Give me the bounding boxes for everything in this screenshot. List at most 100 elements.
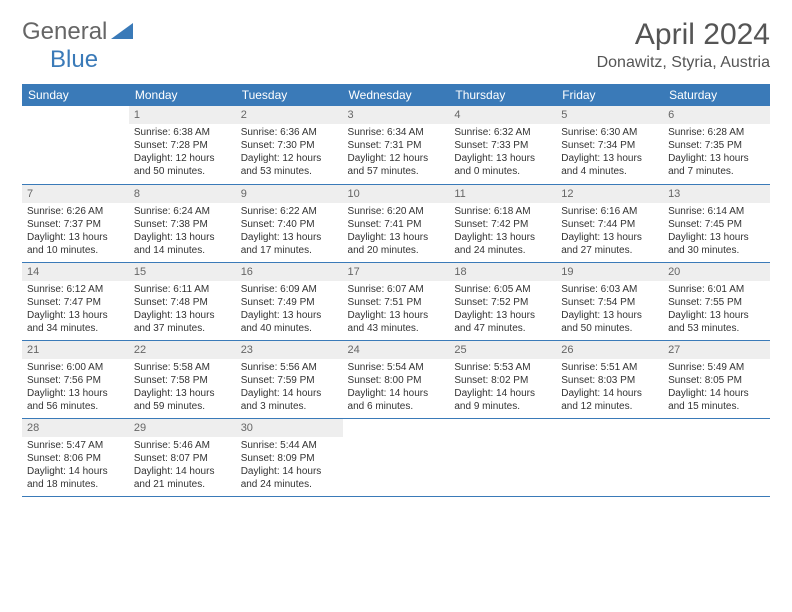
daylight-text: Daylight: 13 hours and 34 minutes. [27, 309, 124, 335]
col-friday: Friday [556, 84, 663, 106]
sunset-text: Sunset: 7:54 PM [561, 296, 658, 309]
calendar-day-cell: . [663, 418, 770, 496]
day-details: Sunrise: 6:22 AMSunset: 7:40 PMDaylight:… [236, 203, 343, 261]
day-details [343, 437, 450, 443]
day-details: Sunrise: 6:38 AMSunset: 7:28 PMDaylight:… [129, 124, 236, 182]
daylight-text: Daylight: 13 hours and 14 minutes. [134, 231, 231, 257]
daylight-text: Daylight: 12 hours and 50 minutes. [134, 152, 231, 178]
sunset-text: Sunset: 8:03 PM [561, 374, 658, 387]
daylight-text: Daylight: 13 hours and 40 minutes. [241, 309, 338, 335]
calendar-day-cell: 16 Sunrise: 6:09 AMSunset: 7:49 PMDayligh… [236, 262, 343, 340]
day-details: Sunrise: 6:05 AMSunset: 7:52 PMDaylight:… [449, 281, 556, 339]
sunset-text: Sunset: 7:48 PM [134, 296, 231, 309]
sunset-text: Sunset: 7:45 PM [668, 218, 765, 231]
calendar-body: . 1Sunrise: 6:38 AMSunset: 7:28 PMDayligh… [22, 106, 770, 496]
calendar-day-cell: 2Sunrise: 6:36 AMSunset: 7:30 PMDaylight… [236, 106, 343, 184]
sunset-text: Sunset: 8:00 PM [348, 374, 445, 387]
day-details: Sunrise: 5:58 AMSunset: 7:58 PMDaylight:… [129, 359, 236, 417]
day-number: 30 [236, 419, 343, 437]
day-number: 20 [663, 263, 770, 281]
sunset-text: Sunset: 7:31 PM [348, 139, 445, 152]
calendar-day-cell: 11Sunrise: 6:18 AMSunset: 7:42 PMDayligh… [449, 184, 556, 262]
sunset-text: Sunset: 7:47 PM [27, 296, 124, 309]
col-monday: Monday [129, 84, 236, 106]
day-number: 29 [129, 419, 236, 437]
day-number: 27 [663, 341, 770, 359]
daylight-text: Daylight: 13 hours and 7 minutes. [668, 152, 765, 178]
day-header-row: Sunday Monday Tuesday Wednesday Thursday… [22, 84, 770, 106]
day-details: Sunrise: 6:07 AMSunset: 7:51 PMDaylight:… [343, 281, 450, 339]
day-details: Sunrise: 5:46 AMSunset: 8:07 PMDaylight:… [129, 437, 236, 495]
calendar-day-cell: 29Sunrise: 5:46 AMSunset: 8:07 PMDayligh… [129, 418, 236, 496]
calendar-week-row: 28Sunrise: 5:47 AMSunset: 8:06 PMDayligh… [22, 418, 770, 496]
sunrise-text: Sunrise: 5:56 AM [241, 361, 338, 374]
day-number: 12 [556, 185, 663, 203]
sunrise-text: Sunrise: 5:49 AM [668, 361, 765, 374]
day-details: Sunrise: 6:36 AMSunset: 7:30 PMDaylight:… [236, 124, 343, 182]
calendar-day-cell: . [449, 418, 556, 496]
daylight-text: Daylight: 13 hours and 37 minutes. [134, 309, 231, 335]
day-details: Sunrise: 6:24 AMSunset: 7:38 PMDaylight:… [129, 203, 236, 261]
day-number: 1 [129, 106, 236, 124]
sunset-text: Sunset: 7:59 PM [241, 374, 338, 387]
sunset-text: Sunset: 7:28 PM [134, 139, 231, 152]
logo-blue-text: Blue [22, 46, 770, 74]
daylight-text: Daylight: 14 hours and 21 minutes. [134, 465, 231, 491]
calendar-day-cell: 21Sunrise: 6:00 AMSunset: 7:56 PMDayligh… [22, 340, 129, 418]
sunrise-text: Sunrise: 5:54 AM [348, 361, 445, 374]
sunrise-text: Sunrise: 6:12 AM [27, 283, 124, 296]
calendar-week-row: 7Sunrise: 6:26 AMSunset: 7:37 PMDaylight… [22, 184, 770, 262]
calendar-day-cell: 9Sunrise: 6:22 AMSunset: 7:40 PMDaylight… [236, 184, 343, 262]
daylight-text: Daylight: 14 hours and 9 minutes. [454, 387, 551, 413]
day-number: 7 [22, 185, 129, 203]
calendar-day-cell: . [343, 418, 450, 496]
sunrise-text: Sunrise: 5:44 AM [241, 439, 338, 452]
logo-triangle-icon [111, 18, 133, 46]
calendar-day-cell: 17Sunrise: 6:07 AMSunset: 7:51 PMDayligh… [343, 262, 450, 340]
sunrise-text: Sunrise: 6:03 AM [561, 283, 658, 296]
calendar-day-cell: 1Sunrise: 6:38 AMSunset: 7:28 PMDaylight… [129, 106, 236, 184]
daylight-text: Daylight: 13 hours and 43 minutes. [348, 309, 445, 335]
sunrise-text: Sunrise: 5:51 AM [561, 361, 658, 374]
day-details: Sunrise: 5:51 AMSunset: 8:03 PMDaylight:… [556, 359, 663, 417]
calendar-day-cell: 18Sunrise: 6:05 AMSunset: 7:52 PMDayligh… [449, 262, 556, 340]
calendar-day-cell: 24Sunrise: 5:54 AMSunset: 8:00 PMDayligh… [343, 340, 450, 418]
calendar-day-cell: 23Sunrise: 5:56 AMSunset: 7:59 PMDayligh… [236, 340, 343, 418]
sunrise-text: Sunrise: 6:09 AM [241, 283, 338, 296]
day-number: 16 [236, 263, 343, 281]
sunset-text: Sunset: 7:33 PM [454, 139, 551, 152]
sunset-text: Sunset: 7:40 PM [241, 218, 338, 231]
calendar-day-cell: 13Sunrise: 6:14 AMSunset: 7:45 PMDayligh… [663, 184, 770, 262]
daylight-text: Daylight: 13 hours and 47 minutes. [454, 309, 551, 335]
col-sunday: Sunday [22, 84, 129, 106]
day-number: 6 [663, 106, 770, 124]
sunset-text: Sunset: 8:06 PM [27, 452, 124, 465]
day-details: Sunrise: 6:01 AMSunset: 7:55 PMDaylight:… [663, 281, 770, 339]
day-number: 3 [343, 106, 450, 124]
calendar-week-row: 21Sunrise: 6:00 AMSunset: 7:56 PMDayligh… [22, 340, 770, 418]
sunrise-text: Sunrise: 6:11 AM [134, 283, 231, 296]
sunset-text: Sunset: 7:51 PM [348, 296, 445, 309]
calendar-day-cell: 30Sunrise: 5:44 AMSunset: 8:09 PMDayligh… [236, 418, 343, 496]
day-details: Sunrise: 6:26 AMSunset: 7:37 PMDaylight:… [22, 203, 129, 261]
daylight-text: Daylight: 14 hours and 24 minutes. [241, 465, 338, 491]
sunset-text: Sunset: 7:38 PM [134, 218, 231, 231]
day-details: Sunrise: 6:16 AMSunset: 7:44 PMDaylight:… [556, 203, 663, 261]
sunset-text: Sunset: 7:35 PM [668, 139, 765, 152]
sunrise-text: Sunrise: 6:20 AM [348, 205, 445, 218]
daylight-text: Daylight: 12 hours and 57 minutes. [348, 152, 445, 178]
sunrise-text: Sunrise: 6:24 AM [134, 205, 231, 218]
daylight-text: Daylight: 13 hours and 56 minutes. [27, 387, 124, 413]
sunset-text: Sunset: 7:49 PM [241, 296, 338, 309]
daylight-text: Daylight: 13 hours and 53 minutes. [668, 309, 765, 335]
day-details [663, 437, 770, 443]
calendar-day-cell: 8Sunrise: 6:24 AMSunset: 7:38 PMDaylight… [129, 184, 236, 262]
day-details: Sunrise: 6:30 AMSunset: 7:34 PMDaylight:… [556, 124, 663, 182]
calendar-day-cell: . [556, 418, 663, 496]
sunrise-text: Sunrise: 5:58 AM [134, 361, 231, 374]
day-details [22, 124, 129, 130]
sunset-text: Sunset: 7:30 PM [241, 139, 338, 152]
day-details: Sunrise: 6:32 AMSunset: 7:33 PMDaylight:… [449, 124, 556, 182]
calendar-day-cell: 19Sunrise: 6:03 AMSunset: 7:54 PMDayligh… [556, 262, 663, 340]
day-details: Sunrise: 6:18 AMSunset: 7:42 PMDaylight:… [449, 203, 556, 261]
